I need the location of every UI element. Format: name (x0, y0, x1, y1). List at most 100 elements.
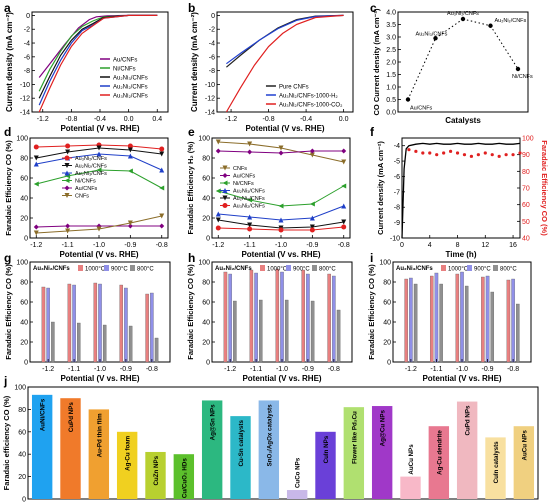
legend-label: Au/CNFs (113, 58, 137, 64)
x-tick-label: -0.8 (146, 366, 158, 373)
panel-h: 0 20 40 60 80 100 -1.2 -1.1 -1.0 -0.9 -0.8 Au₂Ni₂/C… (186, 260, 353, 383)
x-tick-label: -0.8 (156, 242, 168, 249)
bar-label: Ag@Cu NPs (380, 409, 387, 446)
data-marker (309, 227, 315, 233)
data-marker (341, 203, 347, 209)
bar-label: Ag@Sn NPs (210, 404, 217, 441)
x-tick-label: -1.2 (42, 366, 54, 373)
x-tick-label: -1.1 (62, 242, 74, 249)
fe-point (421, 151, 425, 155)
panel-letter-f: f (370, 125, 375, 139)
data-point (488, 23, 493, 28)
bar (460, 271, 464, 363)
fe-point (435, 153, 439, 157)
data-marker (278, 203, 284, 209)
bar-label: Au-Pd thin film (96, 413, 103, 457)
bar (301, 269, 305, 363)
panel-e: 0 20 40 60 80 100 -1.2 -1.1 -1.0 -0.9 -0.8 CNFs Au/C… (186, 136, 351, 259)
data-marker (127, 168, 133, 174)
fe-point (448, 149, 453, 153)
bar-label: CuPd NPs (465, 405, 472, 435)
x-axis-label: Potential (V vs. RHE) (60, 124, 139, 133)
legend-label: Pure CNFs (279, 85, 309, 91)
x-tick-label: -0.9 (120, 366, 132, 373)
bar-label: Ag-Cu foam (125, 435, 132, 471)
panel-d: 0 20 40 60 80 100 -1.2 -1.1 -1.0 -0.9 -0.8 Au₃Ni₂/C… (4, 136, 169, 259)
y-tick-label: -9 (394, 220, 400, 227)
y-tick-label: -4 (394, 143, 400, 150)
data-marker (33, 230, 39, 236)
y-tick-label: 0 (387, 360, 391, 367)
x-tick-label: -0.9 (124, 242, 136, 249)
y-tick-label: -7 (394, 189, 400, 196)
y-tick-label: 100 (16, 136, 28, 143)
y-axis-label: Current density (mA cm⁻²) (5, 12, 14, 112)
point-label: Au₂Ni₂/CNFs (495, 18, 527, 24)
panel-j: 0 20 40 60 80 100 AuNi/CNFs CuPd NPs Au-Pd thin … (2, 385, 539, 504)
x-tick-label: -1.0 (276, 366, 288, 373)
fe-point (455, 151, 460, 155)
bar (230, 416, 251, 499)
data-marker (127, 143, 133, 149)
y-tick-label: -10 (20, 82, 30, 89)
bar (116, 431, 138, 499)
legend-label: Au/CNFs (233, 174, 256, 180)
x-tick-label: -0.9 (302, 366, 314, 373)
plot-frame (401, 137, 521, 239)
y2-tick-label: 100 (522, 136, 534, 143)
bar-label: CuIn NPs (323, 435, 330, 463)
bar (31, 394, 53, 499)
legend-label: 800°C (319, 267, 336, 273)
legend-swatch (78, 265, 83, 271)
bar (506, 279, 511, 363)
panel-letter-b: b (188, 1, 195, 15)
x-axis-label: Potential (V vs. RHE) (422, 374, 501, 383)
y2-tick-label: 60 (522, 202, 530, 209)
data-point (460, 16, 466, 22)
y-tick-label: 20 (202, 340, 210, 347)
legend-marker (222, 195, 228, 201)
data-marker (65, 228, 71, 234)
bar (455, 273, 460, 363)
data-marker (341, 148, 347, 154)
legend-label: 1000°C (85, 267, 106, 273)
y-axis-label: Faradaic Efficiency H₂ (%) (186, 141, 195, 234)
bar (485, 275, 490, 363)
data-marker (215, 225, 221, 231)
x-axis-label: Catalysts (445, 116, 481, 125)
y-tick-label: 80 (202, 156, 210, 163)
legend-marker (222, 173, 228, 178)
bar-label: SnO₂/AgOx catalysts (266, 404, 273, 466)
plot-frame (397, 11, 529, 113)
bar-label: CuPd NPs (68, 402, 75, 432)
x-tick-label: -0.4 (94, 116, 106, 123)
bar (77, 322, 81, 363)
bar (306, 273, 310, 363)
bar (128, 325, 133, 363)
bar-label: Cu-Sn catalysts (238, 420, 245, 467)
y-tick-label: 100 (14, 385, 26, 392)
bar (258, 400, 280, 499)
y-tick-label: -2 (209, 27, 215, 34)
x-tick-label: -1.0 (456, 366, 468, 373)
y-tick-label: 100 (198, 260, 210, 267)
data-marker (278, 150, 284, 156)
y-axis-label: Current density (mA cm⁻²) (190, 12, 199, 112)
data-marker (33, 224, 39, 230)
legend-marker (64, 155, 70, 161)
x-tick-label: 0 (400, 242, 404, 249)
x-axis-label: Potential (V vs. RHE) (245, 124, 324, 133)
bar (154, 337, 159, 363)
y-tick-label: -6 (24, 54, 30, 61)
bar (201, 400, 223, 499)
fe-point (504, 153, 508, 157)
trend-line (490, 25, 519, 70)
data-marker (309, 215, 315, 221)
y-tick-label: -4 (24, 41, 30, 48)
panel-title: Au₂Ni₂/CNFs (215, 266, 252, 272)
bar (404, 278, 408, 363)
legend-label: 800°C (137, 267, 154, 273)
bar (464, 285, 469, 363)
y-tick-label: -6 (394, 174, 400, 181)
bar (228, 273, 232, 363)
